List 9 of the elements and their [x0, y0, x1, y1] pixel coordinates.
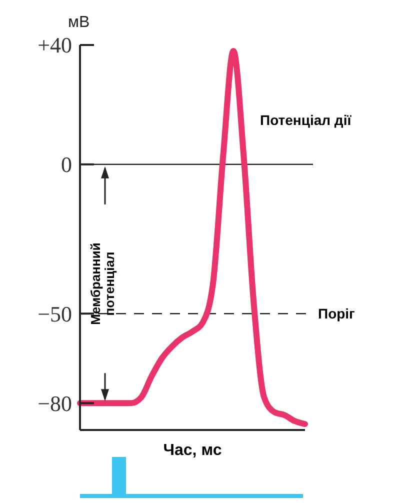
x-axis-title: Час, мс: [163, 442, 222, 459]
y-tick-label: 0: [61, 152, 72, 178]
annotation: Потенціал дії: [260, 112, 352, 128]
y-tick-label: −50: [38, 301, 72, 326]
y-axis-title: мВ: [68, 14, 90, 31]
y-tick-label: +40: [38, 32, 72, 58]
ref-line-label: Поріг: [318, 306, 356, 322]
y-tick-label: −80: [38, 390, 72, 416]
annotation: Мембранний потенціал: [88, 242, 117, 325]
